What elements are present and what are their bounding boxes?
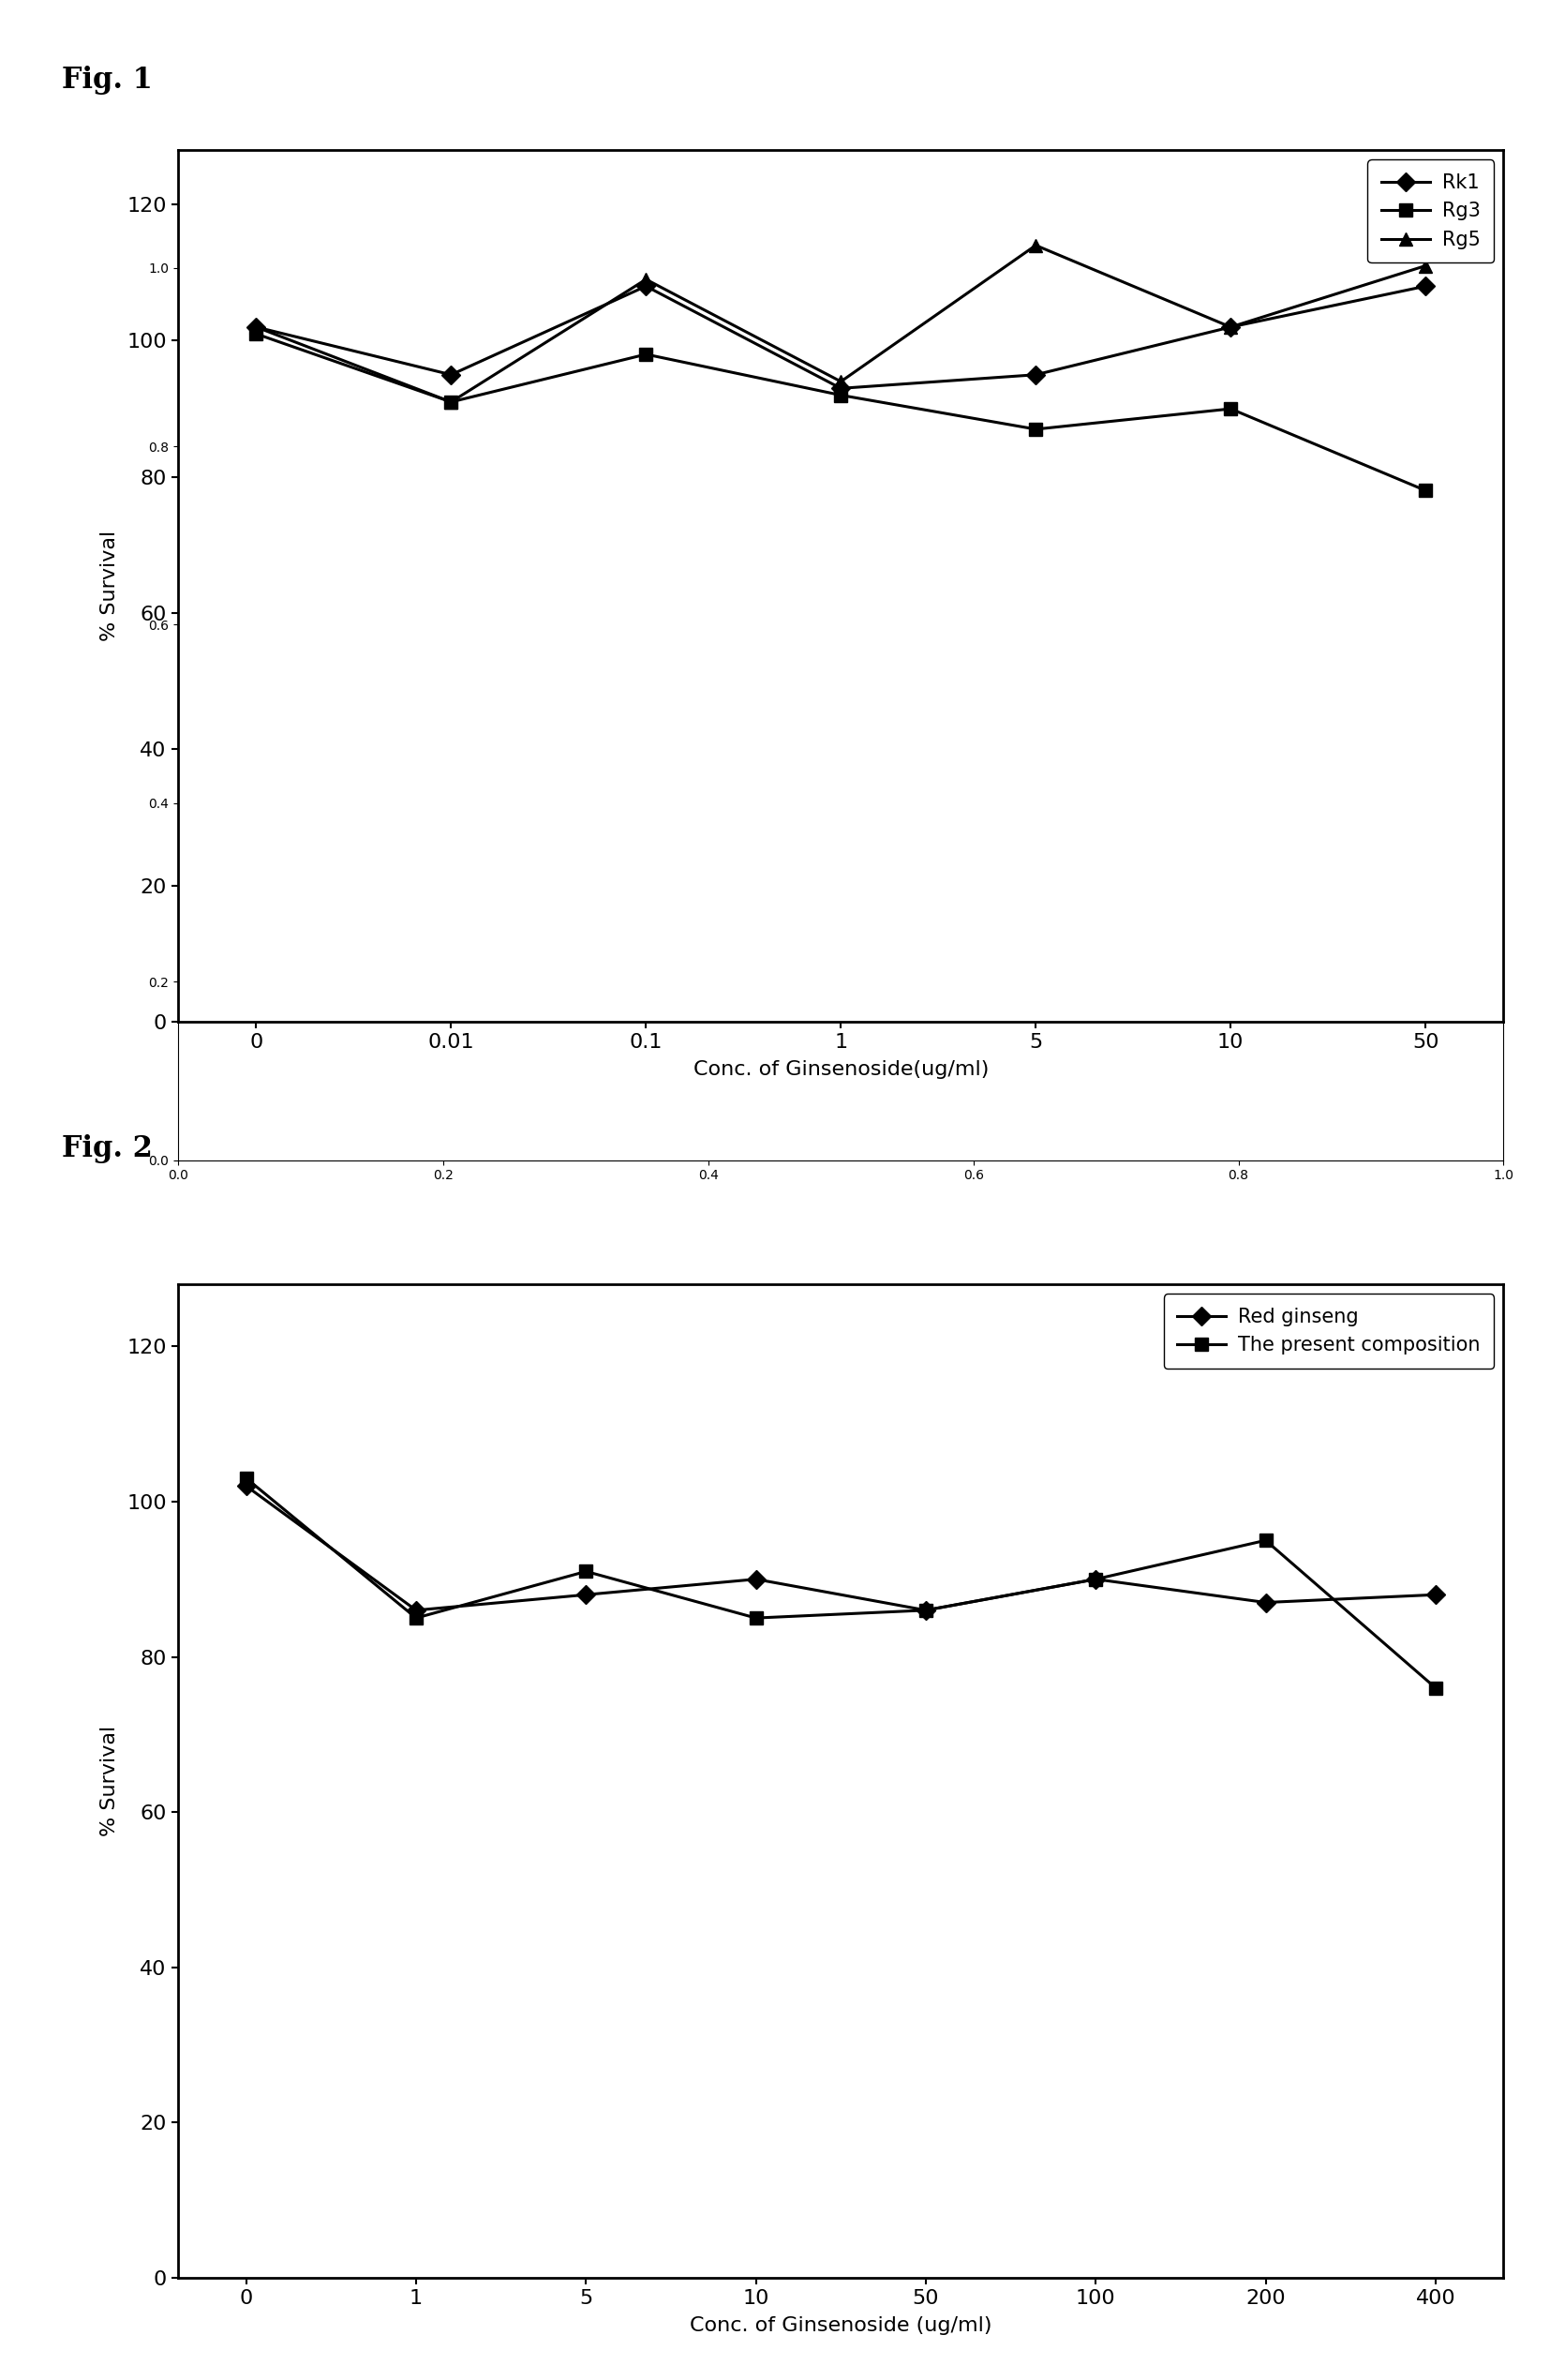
- Rg5: [1026, 231, 1045, 259]
- Rg5: [831, 367, 849, 395]
- Rg3: [1417, 476, 1435, 505]
- Text: Fig. 2: Fig. 2: [62, 1135, 153, 1164]
- Line: Red ginseng: Red ginseng: [240, 1480, 1442, 1616]
- Rg5: [1221, 312, 1240, 340]
- Rk1: [246, 312, 265, 340]
- Rg3: [831, 381, 849, 409]
- The present composition: [577, 1557, 595, 1585]
- Red ginseng: [577, 1580, 595, 1609]
- Rg3: [637, 340, 656, 369]
- The present composition: [406, 1604, 425, 1633]
- Rg5: [637, 264, 656, 293]
- Rg5: [442, 388, 460, 416]
- Y-axis label: % Survival: % Survival: [101, 531, 119, 640]
- Legend: Red ginseng, The present composition: Red ginseng, The present composition: [1164, 1295, 1494, 1368]
- Red ginseng: [1087, 1566, 1105, 1595]
- Rk1: [442, 359, 460, 388]
- Rk1: [1221, 312, 1240, 340]
- Rk1: [637, 271, 656, 300]
- Legend: Rk1, Rg3, Rg5: Rk1, Rg3, Rg5: [1367, 159, 1494, 262]
- X-axis label: Conc. of Ginsenoside (ug/ml): Conc. of Ginsenoside (ug/ml): [690, 2316, 992, 2335]
- Line: The present composition: The present composition: [240, 1471, 1442, 1695]
- Text: Fig. 1: Fig. 1: [62, 67, 152, 95]
- Red ginseng: [1426, 1580, 1445, 1609]
- Y-axis label: % Survival: % Survival: [101, 1725, 119, 1837]
- Rg5: [246, 312, 265, 340]
- Rg3: [246, 319, 265, 347]
- Rg3: [1026, 414, 1045, 443]
- Line: Rg3: Rg3: [250, 328, 1432, 497]
- The present composition: [747, 1604, 766, 1633]
- Rk1: [831, 374, 849, 402]
- Red ginseng: [406, 1597, 425, 1626]
- Red ginseng: [237, 1471, 256, 1499]
- The present composition: [237, 1464, 256, 1492]
- Rk1: [1417, 271, 1435, 300]
- Red ginseng: [916, 1597, 935, 1626]
- The present composition: [1087, 1566, 1105, 1595]
- Red ginseng: [1257, 1587, 1276, 1616]
- Rg3: [442, 388, 460, 416]
- The present composition: [1257, 1526, 1276, 1554]
- Rk1: [1026, 359, 1045, 388]
- Line: Rk1: Rk1: [250, 281, 1432, 395]
- X-axis label: Conc. of Ginsenoside(ug/ml): Conc. of Ginsenoside(ug/ml): [693, 1059, 989, 1078]
- Rg3: [1221, 395, 1240, 424]
- Red ginseng: [747, 1566, 766, 1595]
- Line: Rg5: Rg5: [250, 238, 1432, 409]
- Rg5: [1417, 252, 1435, 281]
- The present composition: [1426, 1673, 1445, 1702]
- The present composition: [916, 1597, 935, 1626]
